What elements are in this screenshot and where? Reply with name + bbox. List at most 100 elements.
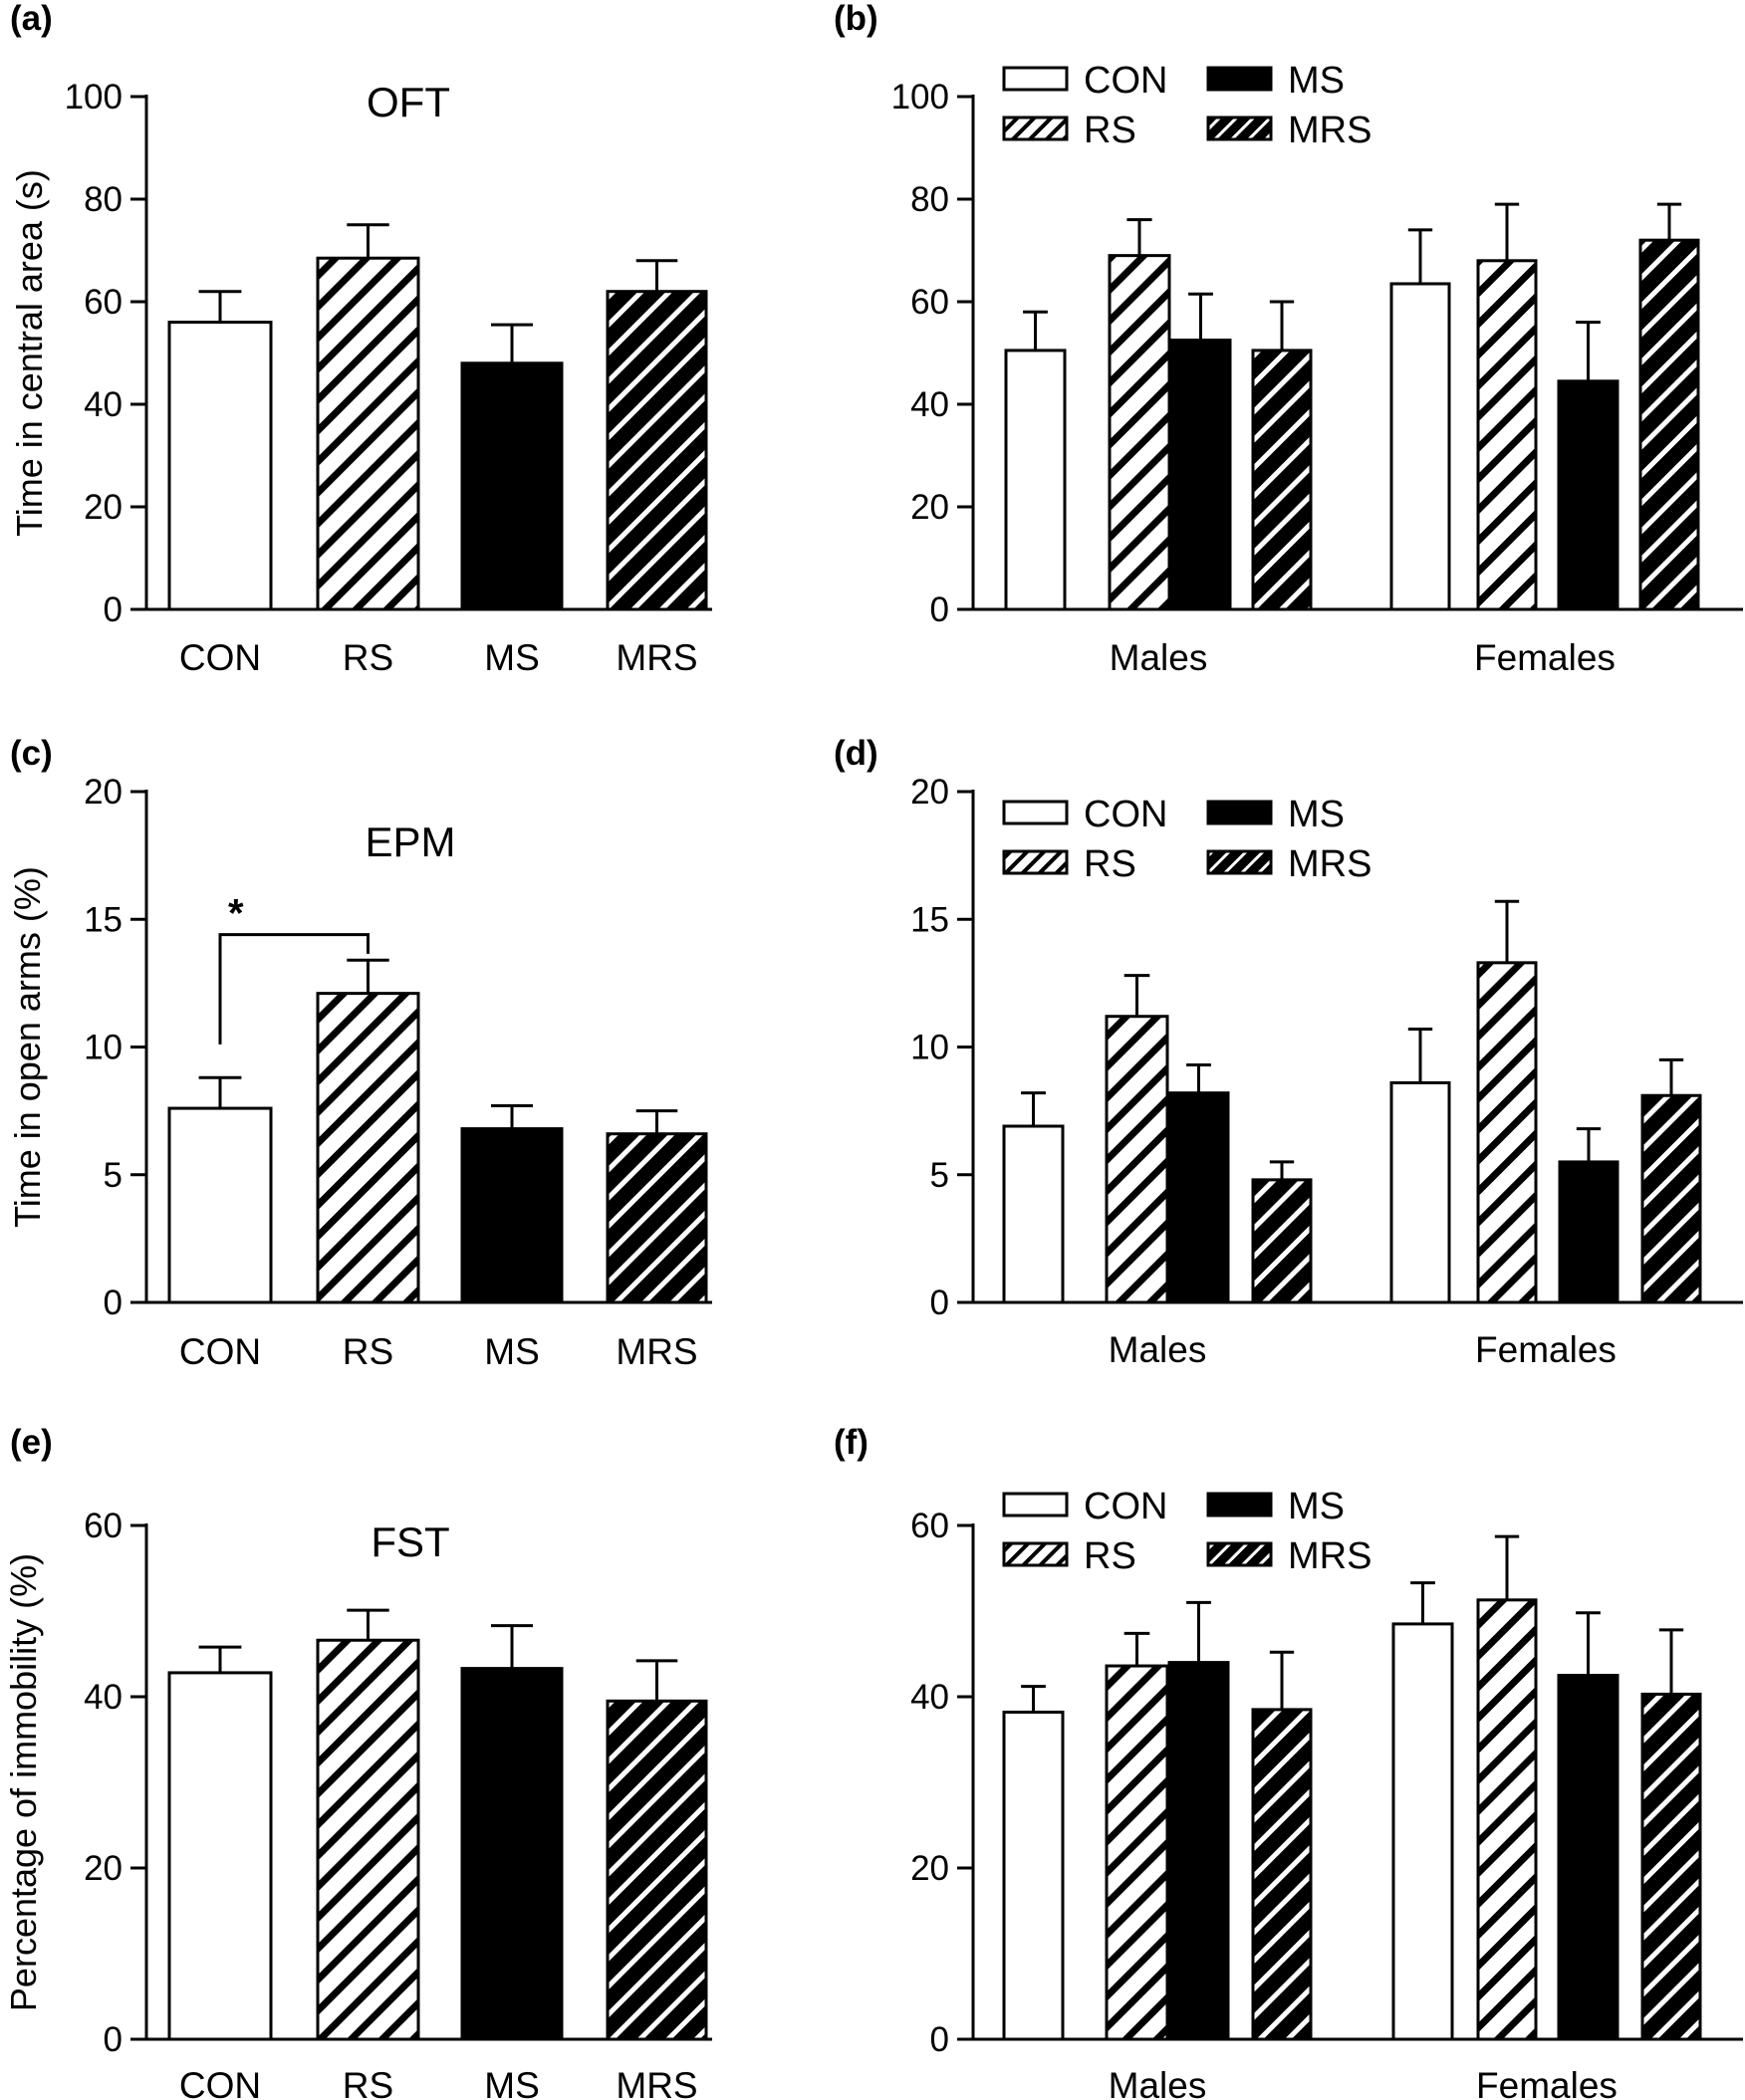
x-group-label: Females [1476,2065,1618,2100]
y-tick-label: 60 [910,1507,949,1545]
legend-label-ms: MS [1288,794,1345,835]
bar-rs-females [1476,961,1538,1304]
bar-ms [460,1667,564,2041]
bar-ms [460,1127,564,1304]
bar-mrs [606,1699,708,2041]
x-tick-label: RS [343,637,393,678]
legend-swatch-rs [1002,849,1069,875]
y-tick-label: 80 [910,180,949,219]
y-tick-label: 20 [910,1849,949,1888]
chart-panel-5: (e) 0 20 40 60 Percentage of immobility (%) FS… [3,1423,712,2100]
bar-con-females [1389,282,1451,611]
y-tick-label: 60 [84,283,123,322]
x-tick-label: RS [343,1331,393,1372]
panel-letter: (b) [834,0,878,38]
y-tick-label: 40 [84,1678,123,1717]
y-tick-label: 10 [910,1029,949,1067]
y-tick-label: 60 [84,1507,123,1545]
bar-rs-males [1105,1664,1169,2041]
y-tick-label: 0 [104,2020,123,2059]
y-tick-label: 20 [84,488,123,527]
x-tick-label: MS [484,1331,540,1372]
bar-mrs-males [1251,1178,1313,1304]
bar-rs-females [1476,1598,1538,2041]
bar-con-males [1002,1710,1065,2041]
y-tick-label: 20 [910,773,949,812]
bar-ms-females [1558,1160,1620,1304]
bar-mrs-females [1640,1093,1702,1304]
chart-panel-6: (f) 0 20 40 60 Males Females CON RS MS MRS [834,1423,1743,2100]
bar-ms-males [1167,1091,1230,1304]
bar-rs [316,256,420,611]
legend-swatch-mrs [1206,116,1273,141]
bar-rs [316,1638,420,2041]
y-tick-label: 20 [84,773,123,812]
panel-letter: (e) [10,1423,53,1462]
chart-panel-2: (b) 0 20 40 60 80 100 Males Females CON RS MS MRS [834,0,1743,678]
y-tick-label: 0 [104,1283,123,1322]
bar-con-males [1002,1124,1065,1304]
x-tick-label: MS [484,637,540,678]
legend-swatch-rs [1002,1541,1069,1567]
y-tick-label: 80 [84,180,123,219]
y-tick-label: 0 [104,590,123,629]
legend-label-con: CON [1084,1486,1167,1527]
panel-letter: (a) [10,0,53,38]
x-group-label: Males [1109,1329,1207,1370]
legend-label-ms: MS [1288,60,1345,102]
bar-con [167,1106,273,1304]
y-tick-label: 0 [930,1283,949,1322]
y-tick-label: 20 [84,1849,123,1888]
bar-ms-females [1557,379,1620,611]
y-tick-label: 0 [930,2020,949,2059]
y-tick-label: 0 [930,590,949,629]
bar-ms-males [1167,1661,1230,2041]
x-group-label: Females [1474,637,1616,678]
x-tick-label: MRS [616,2065,697,2100]
panel-letter: (c) [10,734,53,773]
legend-label-rs: RS [1084,110,1136,151]
legend-swatch-con [1002,800,1069,825]
y-tick-label: 100 [891,78,949,117]
y-tick-label: 60 [910,283,949,322]
chart-panel-3: (c) 0 5 10 15 20 Time in open arms (%) EPM CON RS… [7,734,712,1372]
bar-mrs-males [1251,1708,1313,2041]
y-tick-label: 20 [910,488,949,527]
panel-letter: (f) [834,1423,869,1462]
y-tick-label: 40 [910,1678,949,1717]
bar-rs-females [1476,259,1538,611]
x-tick-label: RS [343,2065,393,2100]
legend-swatch-con [1002,66,1069,92]
bar-ms-males [1169,339,1232,611]
legend: CON RS MS MRS [1002,1486,1371,1577]
legend: CON RS MS MRS [1002,794,1371,885]
x-group-label: Males [1110,637,1208,678]
x-tick-label: MRS [616,1331,697,1372]
y-tick-label: 15 [84,900,123,939]
legend-label-mrs: MRS [1288,110,1371,151]
x-tick-label: CON [179,2065,261,2100]
bar-mrs-males [1251,349,1313,611]
y-tick-label: 100 [65,78,123,117]
bar-con [167,1671,273,2041]
bar-con-females [1389,1080,1451,1304]
bar-mrs-females [1638,238,1700,611]
legend-swatch-mrs [1206,849,1273,875]
x-tick-label: MRS [616,637,697,678]
legend-label-rs: RS [1084,843,1136,885]
legend-swatch-ms [1206,1492,1273,1517]
legend-swatch-mrs [1206,1541,1273,1567]
bar-mrs [606,1132,708,1304]
y-tick-label: 5 [930,1156,949,1195]
chart-title: EPM [365,818,455,865]
y-tick-label: 15 [910,900,949,939]
bar-ms-females [1557,1674,1620,2041]
bar-mrs-females [1640,1692,1702,2041]
significance-star: * [228,892,244,936]
legend-label-rs: RS [1084,1535,1136,1577]
x-tick-label: MS [484,2065,540,2100]
significance-bracket [218,933,370,1045]
bar-rs [316,992,420,1304]
chart-title: OFT [367,79,450,125]
